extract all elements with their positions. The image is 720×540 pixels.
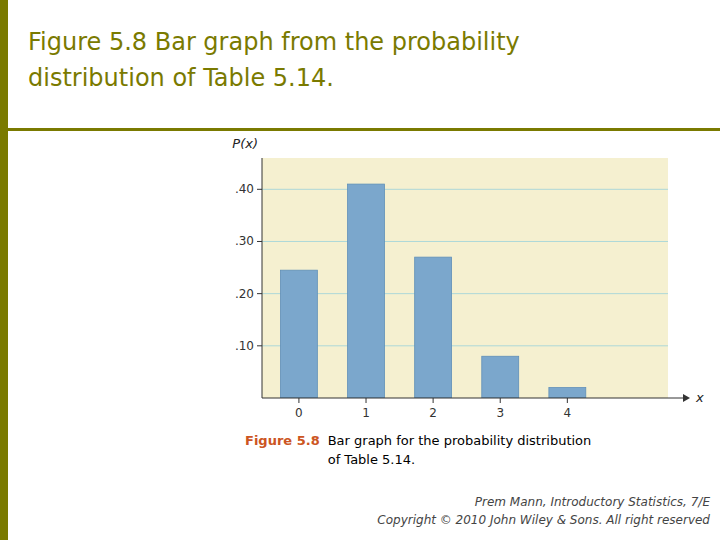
x-tick	[567, 398, 568, 403]
y-axis	[262, 158, 263, 398]
x-tick	[433, 398, 434, 403]
x-axis-label: x	[695, 390, 704, 405]
x-tick-label: 2	[429, 406, 437, 420]
left-accent	[0, 0, 8, 540]
x-tick-label: 4	[564, 406, 572, 420]
y-tick	[257, 189, 262, 190]
y-tick	[257, 241, 262, 242]
y-tick-label: .30	[235, 234, 254, 248]
bar	[482, 356, 519, 398]
x-tick-label: 0	[295, 406, 303, 420]
plot-background	[262, 158, 668, 398]
y-tick-label: .40	[235, 182, 254, 196]
x-tick-label: 1	[362, 406, 370, 420]
caption-line: Bar graph for the probability distributi…	[328, 433, 592, 448]
caption-line: of Table 5.14.	[328, 452, 416, 467]
caption-label: Figure 5.8	[245, 433, 320, 448]
bars	[280, 184, 585, 398]
y-tick	[257, 345, 262, 346]
bar	[348, 184, 385, 398]
title-line: distribution of Table 5.14.	[28, 64, 334, 92]
caption-text: Bar graph for the probability distributi…	[328, 433, 592, 467]
grid-line	[262, 345, 668, 346]
x-tick	[298, 398, 299, 403]
title-line: Figure 5.8 Bar graph from the probabilit…	[28, 28, 520, 56]
grid-line	[262, 189, 668, 190]
x-axis	[262, 398, 668, 399]
grid-line	[262, 241, 668, 242]
footer-line: Prem Mann, Introductory Statistics, 7/E	[475, 495, 711, 509]
title: Figure 5.8 Bar graph from the probabilit…	[28, 28, 520, 92]
bar	[280, 270, 317, 398]
x-axis-arrowhead	[683, 394, 690, 402]
x-tick-label: 3	[496, 406, 504, 420]
y-tick-label: .20	[235, 287, 254, 301]
bar	[549, 388, 586, 398]
y-tick	[257, 293, 262, 294]
separator	[8, 128, 720, 131]
x-tick	[366, 398, 367, 403]
grid-line	[262, 293, 668, 294]
footer-line: Copyright © 2010 John Wiley & Sons. All …	[377, 513, 710, 527]
y-tick-label: .10	[235, 339, 254, 353]
bar	[415, 257, 452, 398]
x-tick	[500, 398, 501, 403]
chart-root: Figure 5.8 Bar graph from the probabilit…	[0, 0, 720, 540]
y-axis-label: P(x)	[232, 136, 258, 151]
footer: Prem Mann, Introductory Statistics, 7/E C…	[377, 495, 710, 527]
